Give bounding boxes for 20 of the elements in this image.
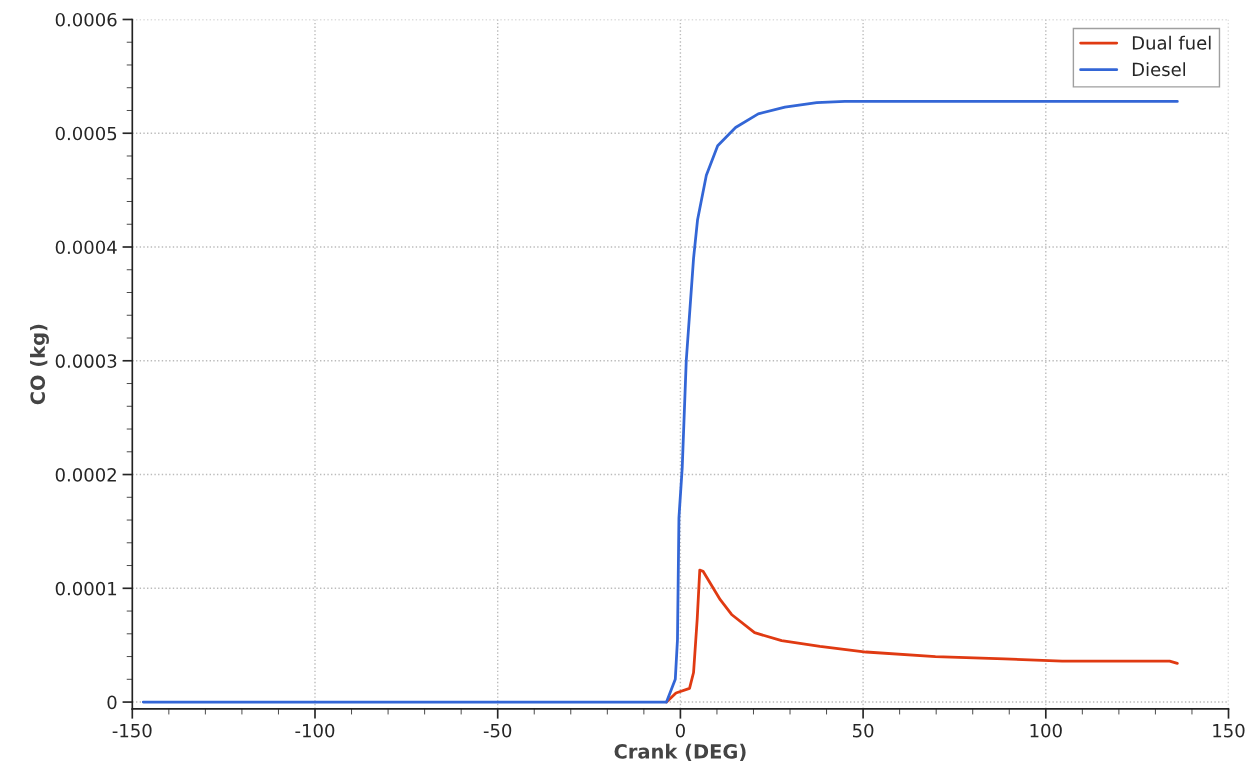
y-tick-label: 0.0004 <box>55 240 117 255</box>
y-tick-label: 0 <box>107 695 117 710</box>
x-tick-label: 0 <box>675 723 685 738</box>
x-tick-label: -150 <box>112 723 152 738</box>
legend-label: Diesel <box>1132 62 1186 77</box>
y-tick-label: 0.0003 <box>55 354 117 368</box>
y-tick-label: 0.0002 <box>55 467 116 482</box>
x-tick-label: 50 <box>853 723 874 738</box>
x-tick-label: 150 <box>1213 723 1245 738</box>
x-tick-label: -50 <box>483 723 512 738</box>
y-tick-label: 0.0006 <box>55 12 117 27</box>
x-axis-title: Crank (DEG) <box>614 743 746 762</box>
line-series <box>665 568 1179 704</box>
y-tick-label: 0.0005 <box>55 126 117 141</box>
line-series <box>141 100 1179 704</box>
y-axis-title: CO (kg) <box>30 324 49 405</box>
x-tick-label: 100 <box>1030 723 1062 738</box>
x-tick-label: -100 <box>295 723 335 738</box>
legend-label: Dual fuel <box>1132 35 1211 50</box>
y-tick-label: 0.0001 <box>55 581 117 596</box>
